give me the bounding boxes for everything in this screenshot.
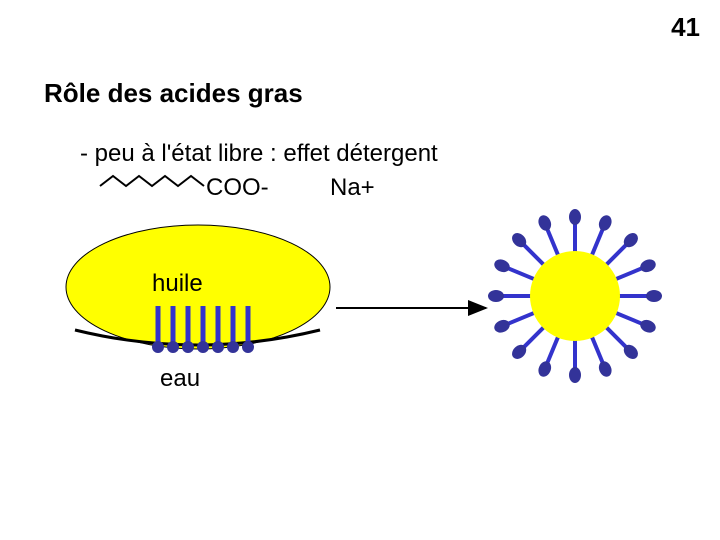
- micelle-head: [646, 290, 662, 302]
- micelle-head: [638, 318, 657, 335]
- micelle-head: [638, 257, 657, 274]
- surfactant-head: [242, 341, 254, 353]
- micelle-tail: [605, 326, 626, 347]
- surfactant-head: [152, 341, 164, 353]
- micelle-core: [530, 251, 620, 341]
- micelle-tail: [614, 312, 642, 323]
- micelle-head: [597, 213, 614, 232]
- surfactant-head: [167, 341, 179, 353]
- micelle-tail: [605, 245, 626, 266]
- micelle-tail: [591, 229, 602, 257]
- micelle-tail: [508, 268, 536, 279]
- micelle-tail: [508, 312, 536, 323]
- label-eau: eau: [160, 365, 200, 393]
- surfactant-head: [197, 341, 209, 353]
- slide: 41 Rôle des acides gras - peu à l'état l…: [0, 0, 720, 540]
- micelle-head: [569, 209, 581, 225]
- diagram-svg: [0, 0, 720, 540]
- surfactant-head: [182, 341, 194, 353]
- micelle-head: [536, 359, 553, 378]
- micelle-tail: [524, 245, 545, 266]
- surfactant-head: [212, 341, 224, 353]
- micelle-head: [488, 290, 504, 302]
- micelle-head: [569, 367, 581, 383]
- micelle-tail: [524, 326, 545, 347]
- micelle-tail: [547, 229, 558, 257]
- fatty-acid-chain: [100, 176, 204, 186]
- surfactant-head: [227, 341, 239, 353]
- micelle-head: [492, 257, 511, 274]
- micelle-tail: [547, 335, 558, 363]
- micelle-head: [597, 359, 614, 378]
- micelle-tail: [614, 268, 642, 279]
- micelle-head: [492, 318, 511, 335]
- label-huile: huile: [152, 270, 203, 298]
- micelle-head: [536, 213, 553, 232]
- micelle-tail: [591, 335, 602, 363]
